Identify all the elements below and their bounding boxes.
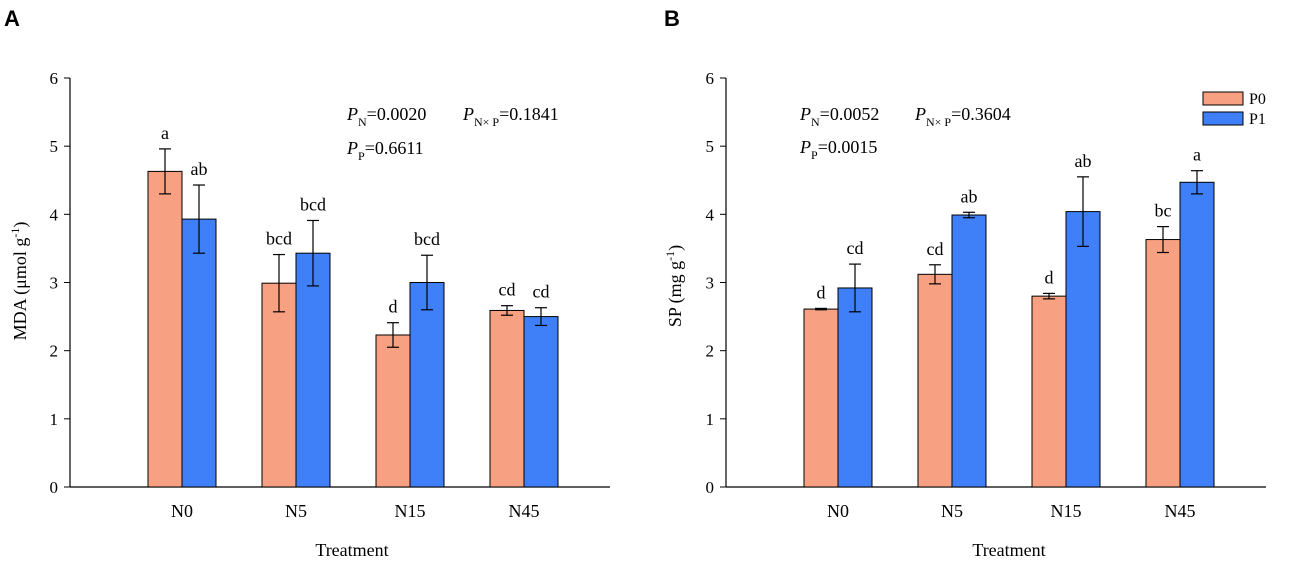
bar-p1-n15 [1065, 211, 1101, 488]
legend-swatch-p1 [1202, 111, 1244, 126]
svg-text:PN=0.0020: PN=0.0020 [346, 104, 426, 129]
svg-text:PN=0.0052: PN=0.0052 [799, 104, 879, 129]
significance-letter: cd [847, 238, 864, 258]
y-axis-title-a: MDA (μmol g-1) [8, 222, 31, 341]
x-axis-title-b: Treatment [972, 540, 1045, 560]
x-tick-label: N15 [395, 501, 426, 521]
y-tick-label: 2 [706, 342, 715, 361]
x-axis-title-a: Treatment [315, 540, 388, 560]
y-axis-title-b: SP (mg g-1) [663, 245, 686, 327]
bar-p1-n45 [523, 316, 559, 488]
significance-letter: d [389, 297, 398, 317]
panel-label-b: B [664, 6, 680, 31]
x-tick-label: N15 [1051, 501, 1082, 521]
legend-swatch-p0 [1202, 91, 1244, 106]
legend-label-p1: P1 [1249, 111, 1266, 128]
svg-text:PN× P=0.1841: PN× P=0.1841 [462, 104, 559, 129]
stats-annotation-b: PN=0.0052 PN× P=0.3604 PP=0.0015 [799, 104, 1011, 162]
significance-letter: ab [961, 186, 978, 206]
y-tick-label: 6 [50, 69, 59, 88]
bar-p0-n45 [489, 309, 525, 488]
bar-p1-n15 [409, 282, 445, 488]
y-tick-label: 1 [706, 410, 715, 429]
significance-letter: cd [533, 282, 550, 302]
bar-p0-n15 [1031, 295, 1067, 488]
x-tick-label: N45 [1165, 501, 1196, 521]
panel-b: B Treatment SP (mg g-1) PN=0.0052 PN× P=… [663, 6, 1266, 560]
y-tick-label: 3 [50, 274, 59, 293]
legend: P0 P1 [1202, 91, 1266, 128]
y-tick-label: 3 [706, 274, 715, 293]
y-tick-label: 2 [50, 342, 59, 361]
legend-label-p0: P0 [1249, 91, 1266, 108]
bar-p1-n45 [1179, 181, 1215, 488]
bar-p1-n0 [181, 218, 217, 488]
x-tick-label: N45 [509, 501, 540, 521]
x-tick-label: N5 [285, 501, 307, 521]
y-tick-label: 4 [706, 205, 715, 224]
bar-p1-n5 [951, 214, 987, 488]
x-tick-label: N5 [941, 501, 963, 521]
bar-p0-n45 [1145, 239, 1181, 488]
significance-letter: ab [191, 159, 208, 179]
y-tick-label: 6 [706, 69, 715, 88]
significance-letter: bcd [414, 229, 440, 249]
bar-p0-n5 [261, 282, 297, 488]
significance-letter: cd [499, 280, 516, 300]
bar-p1-n5 [295, 252, 331, 488]
significance-letter: d [1045, 267, 1054, 287]
x-tick-label: N0 [171, 501, 193, 521]
stats-annotation-a: PN=0.0020 PN× P=0.1841 PP=0.6611 [346, 104, 559, 163]
y-tick-label: 1 [50, 410, 59, 429]
svg-text:PN× P=0.3604: PN× P=0.3604 [914, 104, 1011, 129]
x-tick-label: N0 [827, 501, 849, 521]
y-tick-label: 5 [706, 137, 715, 156]
bar-p1-n0 [837, 287, 873, 488]
svg-text:PP=0.0015: PP=0.0015 [799, 137, 877, 162]
significance-letter: bcd [266, 229, 292, 249]
bar-p0-n0 [147, 170, 183, 488]
significance-letter: bc [1155, 201, 1172, 221]
y-tick-label: 0 [50, 478, 59, 497]
svg-text:PP=0.6611: PP=0.6611 [346, 138, 424, 163]
bar-p0-n0 [803, 308, 839, 488]
significance-letter: d [817, 282, 826, 302]
y-tick-label: 5 [50, 137, 59, 156]
significance-letter: cd [927, 239, 944, 259]
y-tick-label: 4 [50, 205, 59, 224]
significance-letter: a [161, 123, 169, 143]
significance-letter: a [1193, 145, 1201, 165]
bar-p0-n5 [917, 273, 953, 488]
bar-p0-n15 [375, 334, 411, 488]
panel-label-a: A [4, 6, 20, 31]
significance-letter: ab [1075, 151, 1092, 171]
y-tick-label: 0 [706, 478, 715, 497]
significance-letter: bcd [300, 194, 326, 214]
panel-a: A Treatment MDA (μmol g-1) PN=0.0020 PN×… [4, 6, 610, 560]
